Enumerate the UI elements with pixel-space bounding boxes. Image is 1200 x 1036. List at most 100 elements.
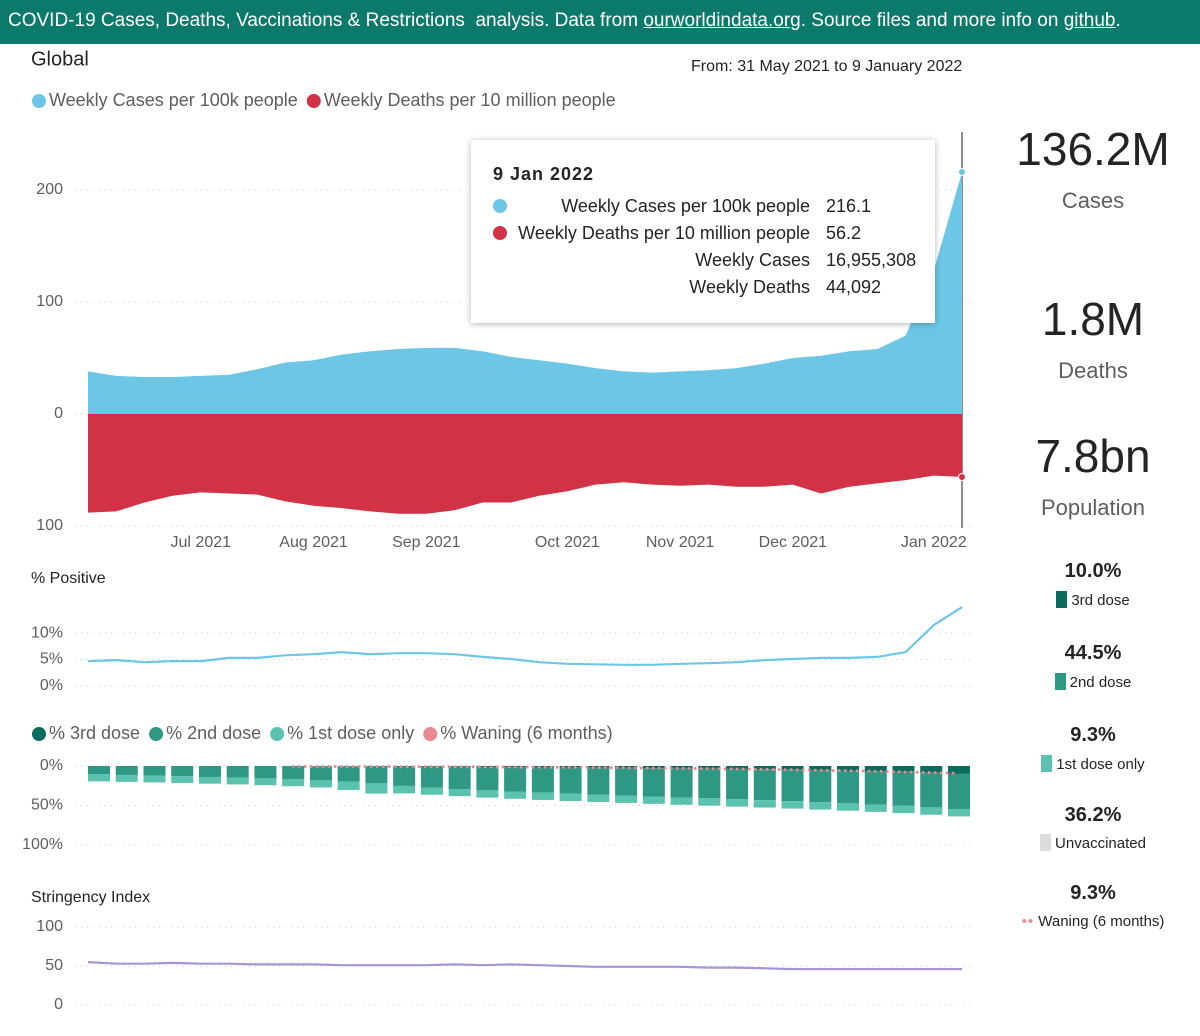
bar-segment: [448, 766, 471, 767]
bar-segment: [864, 766, 887, 772]
legend-marker: [32, 94, 46, 108]
header-text: .: [1115, 10, 1121, 31]
legend-label: % Waning (6 months): [440, 723, 612, 743]
bar-segment: [226, 777, 249, 785]
bar-segment: [365, 766, 388, 784]
kpi-label: Cases: [1061, 188, 1125, 213]
legend-marker: [423, 727, 438, 741]
bar-segment: [920, 766, 943, 773]
bar-segment: [448, 766, 471, 789]
kpi-value: 36.2%: [1064, 804, 1122, 826]
date-range: From: 31 May 2021 to 9 January 2022: [691, 58, 962, 75]
x-tick-label: Aug 2021: [279, 534, 348, 551]
tooltip-label: Weekly Cases per 100k people: [561, 196, 810, 216]
link[interactable]: ourworldindata.org: [643, 10, 801, 31]
kpi-value: 136.2M: [1016, 123, 1170, 175]
bar-segment: [282, 766, 305, 780]
kpi-value: 10.0%: [1064, 560, 1122, 582]
bar-segment: [559, 793, 582, 801]
bar-segment: [781, 766, 804, 770]
bar-segment: [393, 785, 416, 794]
swatch: ••: [1021, 913, 1035, 930]
bar-segment: [670, 766, 693, 769]
y-tick-label: 10%: [31, 624, 63, 641]
y-tick-label: 0%: [40, 677, 63, 694]
bar-segment: [393, 766, 416, 786]
kpi-value: 9.3%: [1070, 882, 1116, 904]
bar-segment: [920, 807, 943, 815]
bar-segment: [476, 767, 499, 791]
y-tick-label: 100: [36, 517, 63, 534]
bar-segment: [393, 766, 416, 767]
kpi-label-text: 1st dose only: [1056, 756, 1145, 773]
bar-segment: [531, 766, 554, 768]
bar-segment: [892, 771, 915, 806]
kpi-label: 2nd dose: [990, 673, 1196, 691]
legend-marker: [149, 727, 164, 741]
bar-segment: [781, 801, 804, 809]
highlight-point: [958, 472, 966, 481]
bar-segment: [920, 772, 943, 808]
bar-segment: [587, 794, 610, 802]
swatch: [1054, 673, 1066, 690]
legend-marker: [32, 727, 46, 741]
y-tick-label: 5%: [40, 651, 63, 668]
tooltip-value: 216.1: [826, 196, 872, 216]
header-text: . Source files and more info on: [800, 10, 1064, 31]
kpi-label: Deaths: [1058, 358, 1128, 383]
bar-segment: [948, 773, 970, 810]
line: [87, 606, 963, 666]
legend-label: % 2nd dose: [166, 723, 261, 743]
swatch: [1056, 591, 1068, 608]
kpi-label: Unvaccinated: [990, 834, 1196, 852]
bar-segment: [892, 805, 915, 814]
bar-segment: [115, 774, 138, 782]
bar-segment: [171, 776, 194, 784]
legend-label: % 3rd dose: [49, 723, 140, 743]
bar-segment: [698, 766, 721, 769]
bar-segment: [753, 766, 776, 770]
bar-segment: [448, 788, 471, 797]
bar-segment: [615, 795, 638, 803]
bar-segment: [337, 766, 360, 782]
bar-segment: [337, 781, 360, 790]
bar-segment: [531, 767, 554, 793]
bar-segment: [531, 792, 554, 800]
tooltip-title: 9 Jan 2022: [493, 164, 595, 184]
bar-segment: [420, 787, 443, 795]
kpi-value: 1.8M: [1041, 293, 1145, 345]
link[interactable]: github: [1063, 10, 1116, 31]
bar-segment: [809, 770, 832, 803]
tooltip-value: 56.2: [826, 223, 862, 243]
bar-segment: [670, 797, 693, 805]
kpi-value: 44.5%: [1064, 642, 1122, 664]
y-tick-label: 50: [45, 957, 63, 974]
bar-segment: [753, 800, 776, 808]
tooltip-value: 44,092: [826, 277, 882, 297]
area: [88, 414, 962, 514]
y-tick-label: 100: [36, 918, 63, 935]
y-tick-label: 200: [36, 181, 63, 198]
bar-segment: [282, 779, 305, 787]
bar-segment: [171, 766, 194, 777]
bar-segment: [143, 766, 166, 776]
bar-segment: [309, 780, 332, 788]
bar-segment: [726, 766, 749, 769]
x-tick-label: Nov 2021: [646, 534, 715, 551]
bar-segment: [864, 804, 887, 812]
bar-segment: [781, 769, 804, 802]
bar-segment: [837, 770, 860, 804]
bar-segment: [587, 767, 610, 795]
header-text: COVID-19 Cases, Deaths, Vaccinations & R…: [8, 10, 644, 31]
bar-segment: [88, 766, 110, 775]
chart-title: % Positive: [31, 570, 106, 587]
bar-segment: [365, 783, 388, 794]
bar-segment: [698, 798, 721, 806]
kpi-label: 1st dose only: [990, 755, 1196, 773]
tooltip-row: Weekly Cases 16,955,308: [471, 250, 935, 274]
bar-segment: [642, 768, 665, 797]
x-tick-label: Dec 2021: [759, 534, 828, 551]
tooltip-row: Weekly Deaths 44,092: [471, 277, 935, 301]
bar-segment: [504, 767, 527, 792]
